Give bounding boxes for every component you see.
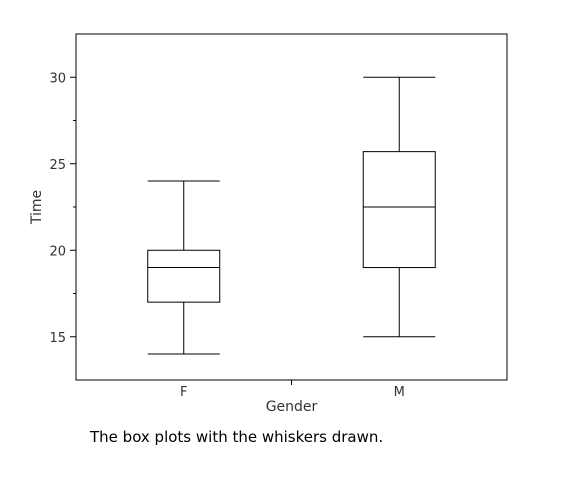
box-M (362, 76, 436, 338)
x-tick-label: F (180, 385, 187, 400)
figure-caption: The box plots with the whiskers drawn. (90, 428, 384, 446)
x-tick-label: M (394, 385, 405, 400)
boxes (147, 76, 436, 355)
y-tick-label: 25 (49, 158, 66, 173)
y-tick-label: 30 (49, 71, 66, 86)
plot-frame (75, 33, 508, 381)
y-axis-title: Time (29, 190, 45, 225)
y-tick-label: 20 (49, 244, 66, 259)
iqr-box (147, 249, 221, 303)
x-axis-title: Gender (266, 399, 318, 415)
y-axis: 15 20 25 30 (49, 71, 76, 346)
y-tick-label: 15 (49, 331, 66, 346)
box-F (147, 180, 221, 355)
plot-frame-rect (75, 33, 508, 381)
iqr-box (362, 151, 436, 269)
